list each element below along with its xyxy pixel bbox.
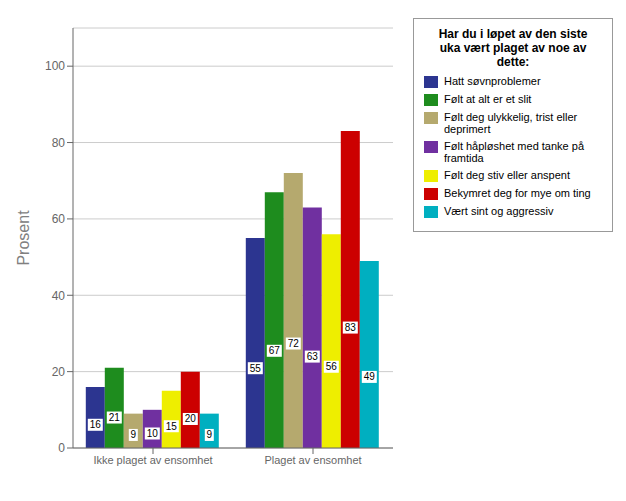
svg-text:0: 0 bbox=[58, 441, 65, 455]
svg-text:40: 40 bbox=[52, 289, 66, 303]
svg-text:Ikke plaget av ensomhet: Ikke plaget av ensomhet bbox=[93, 454, 212, 466]
svg-text:20: 20 bbox=[185, 413, 197, 424]
svg-text:9: 9 bbox=[131, 429, 137, 440]
svg-text:63: 63 bbox=[307, 351, 319, 362]
svg-text:20: 20 bbox=[52, 365, 66, 379]
html-text:Følt deg ulykkelig, trist elle: Følt deg ulykkelig, trist eller deprimer… bbox=[444, 111, 578, 135]
svg-text:21: 21 bbox=[109, 412, 121, 423]
svg-text:49: 49 bbox=[364, 371, 376, 382]
svg-text:67: 67 bbox=[269, 345, 281, 356]
html-text:Hatt søvnproblemer: Hatt søvnproblemer bbox=[444, 75, 541, 87]
svg-text:Prosent: Prosent bbox=[15, 210, 32, 266]
svg-text:16: 16 bbox=[90, 419, 102, 430]
html-text:Bekymret deg for mye om ting: Bekymret deg for mye om ting bbox=[444, 187, 591, 199]
svg-text:100: 100 bbox=[45, 59, 65, 73]
html-text:Har du i løpet av den siste: Har du i løpet av den siste bbox=[438, 27, 588, 41]
svg-text:60: 60 bbox=[52, 212, 66, 226]
svg-text:56: 56 bbox=[326, 361, 338, 372]
svg-text:83: 83 bbox=[345, 322, 357, 333]
svg-text:10: 10 bbox=[147, 428, 159, 439]
html-text:Følt deg stiv eller anspent: Følt deg stiv eller anspent bbox=[444, 169, 570, 181]
html-text:uka vært plaget av noe av: uka vært plaget av noe av bbox=[439, 41, 587, 55]
svg-text:9: 9 bbox=[207, 429, 213, 440]
html-text:dette:: dette: bbox=[496, 55, 530, 69]
svg-text:55: 55 bbox=[250, 363, 262, 374]
svg-text:Plaget av ensomhet: Plaget av ensomhet bbox=[264, 454, 361, 466]
html-text:Følt håpløshet med tanke på fr: Følt håpløshet med tanke på framtida bbox=[444, 140, 584, 164]
svg-text:80: 80 bbox=[52, 136, 66, 150]
html-text:Vært sint og aggressiv: Vært sint og aggressiv bbox=[444, 205, 554, 217]
html-text:Følt at alt er et slit: Følt at alt er et slit bbox=[444, 93, 532, 105]
svg-text:15: 15 bbox=[166, 421, 178, 432]
svg-text:72: 72 bbox=[288, 338, 300, 349]
